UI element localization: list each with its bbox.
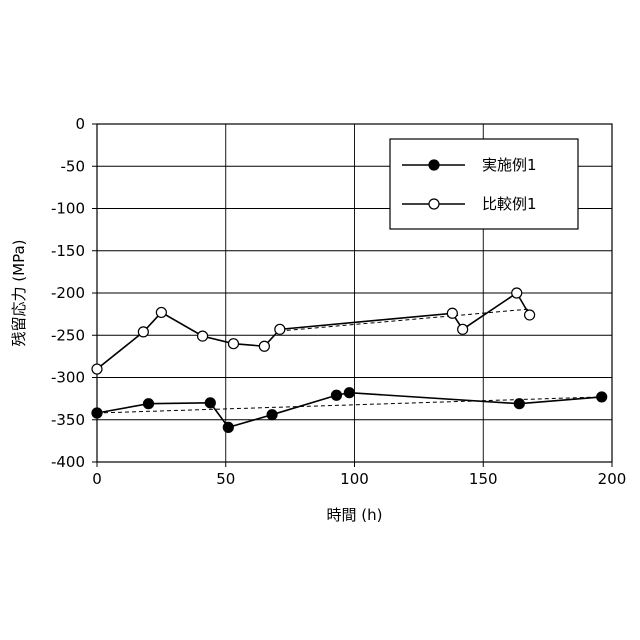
data-point-series-1	[514, 399, 524, 409]
data-point-series-2	[447, 308, 457, 318]
y-tick-label: -300	[51, 369, 85, 387]
y-tick-label: -50	[61, 157, 86, 175]
legend-marker-series-2	[429, 199, 439, 209]
x-tick-label: 100	[340, 470, 369, 488]
x-tick-label: 150	[469, 470, 498, 488]
data-point-series-2	[92, 364, 102, 374]
y-tick-label: -150	[51, 242, 85, 260]
data-point-series-1	[597, 392, 607, 402]
data-point-series-2	[458, 324, 468, 334]
legend-label-series-1: 実施例1	[482, 156, 537, 174]
data-point-series-2	[198, 331, 208, 341]
data-point-series-1	[331, 390, 341, 400]
data-point-series-1	[267, 410, 277, 420]
data-point-series-2	[275, 324, 285, 334]
data-point-series-2	[138, 327, 148, 337]
data-point-series-1	[205, 398, 215, 408]
legend-marker-series-1	[429, 160, 439, 170]
x-tick-label: 200	[598, 470, 627, 488]
y-tick-label: -400	[51, 453, 85, 471]
legend-box	[390, 139, 578, 229]
data-point-series-1	[344, 388, 354, 398]
y-tick-label: -250	[51, 326, 85, 344]
y-tick-label: -200	[51, 284, 85, 302]
y-tick-label: -350	[51, 411, 85, 429]
data-point-series-2	[156, 307, 166, 317]
data-point-series-2	[259, 341, 269, 351]
data-point-series-2	[525, 310, 535, 320]
x-tick-label: 50	[216, 470, 235, 488]
data-point-series-2	[512, 288, 522, 298]
data-point-series-2	[228, 339, 238, 349]
y-axis-label: 残留応力 (MPa)	[10, 240, 28, 347]
x-tick-label: 0	[92, 470, 102, 488]
data-point-series-1	[92, 408, 102, 418]
x-axis-label: 時間 (h)	[327, 506, 383, 524]
y-tick-label: 0	[75, 115, 85, 133]
legend: 実施例1 比較例1	[390, 139, 578, 229]
data-point-series-1	[144, 399, 154, 409]
legend-label-series-2: 比較例1	[482, 195, 537, 213]
y-tick-label: -100	[51, 200, 85, 218]
data-point-series-1	[223, 422, 233, 432]
